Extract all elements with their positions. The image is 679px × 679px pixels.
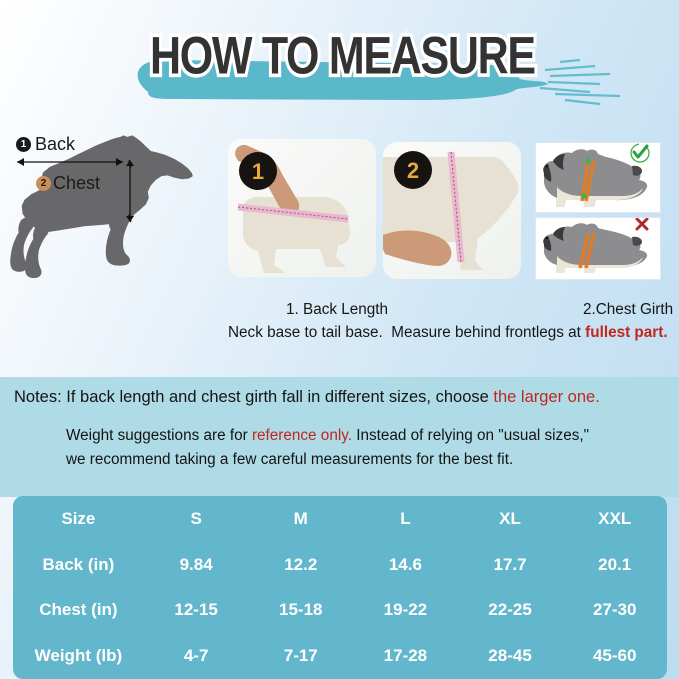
svg-text:2: 2 [407, 158, 419, 183]
svg-text:1: 1 [252, 159, 264, 184]
